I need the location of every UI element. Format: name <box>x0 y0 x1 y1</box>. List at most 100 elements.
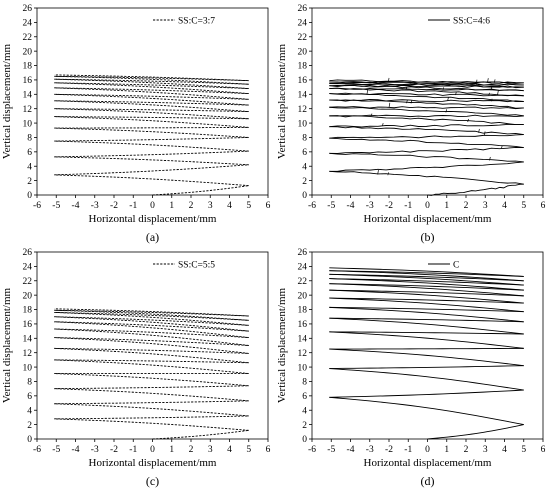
x-tick-label: -3 <box>91 201 99 211</box>
series-leg <box>329 126 524 136</box>
series-leg <box>329 306 524 313</box>
x-tick-label: 6 <box>266 445 271 455</box>
x-tick-label: -6 <box>308 445 316 455</box>
legend-label: SS:C=4:6 <box>453 17 490 27</box>
series-leg <box>54 359 249 364</box>
x-axis-label: Horizontal displacement/mm <box>364 213 492 225</box>
x-axis-label: Horizontal displacement/mm <box>89 457 217 469</box>
x-tick-label: -5 <box>327 445 335 455</box>
series-noise-spike <box>491 98 493 102</box>
series-leg <box>329 278 524 286</box>
series-leg <box>54 100 249 106</box>
y-tick-label: 18 <box>23 306 33 316</box>
x-tick-label: 4 <box>502 445 507 455</box>
x-tick-label: -5 <box>52 201 60 211</box>
series-noise-spike <box>455 91 457 96</box>
y-tick-label: 22 <box>298 33 308 43</box>
plot-frame <box>36 251 269 440</box>
x-tick-label: 6 <box>541 201 546 211</box>
x-tick-label: -1 <box>404 445 412 455</box>
series-leg <box>54 418 249 431</box>
panel-label: (a) <box>146 230 159 244</box>
legend-label: C <box>453 261 459 271</box>
series-leg <box>329 92 524 97</box>
series-leg <box>54 321 249 332</box>
series-leg <box>54 82 249 89</box>
series-leg <box>329 297 524 304</box>
x-tick-label: -1 <box>129 201 137 211</box>
x-tick-label: -6 <box>33 445 41 455</box>
x-tick-label: 0 <box>150 445 155 455</box>
y-tick-label: 20 <box>298 47 308 57</box>
x-tick-label: 2 <box>189 201 194 211</box>
y-tick-label: 0 <box>27 191 32 201</box>
series-leg <box>329 270 524 282</box>
x-tick-label: -3 <box>91 445 99 455</box>
y-tick-label: 6 <box>302 392 307 402</box>
series-leg <box>329 106 524 117</box>
x-tick-label: 0 <box>150 201 155 211</box>
y-axis-label: Vertical displacement/mm <box>1 287 13 403</box>
y-tick-label: 22 <box>298 277 308 287</box>
series-leg <box>54 328 249 339</box>
y-tick-label: 8 <box>302 134 307 144</box>
y-tick-label: 0 <box>27 435 32 445</box>
series-leg <box>54 347 249 354</box>
series-leg <box>54 321 249 339</box>
y-tick-label: 24 <box>298 263 308 273</box>
series-leg <box>54 309 249 321</box>
x-tick-label: -1 <box>129 445 137 455</box>
series-leg <box>329 99 524 109</box>
panel-b: -6 -5 -4 -3 -2 -1 0 1 2 3 4 5 6024681012141618202224… <box>276 4 546 244</box>
series-leg <box>54 87 249 100</box>
x-tick-label: 6 <box>541 445 546 455</box>
series-leg <box>54 403 249 417</box>
series-leg <box>329 270 524 277</box>
y-tick-label: 26 <box>298 248 308 258</box>
y-axis-label: Vertical displacement/mm <box>276 43 288 159</box>
series-leg <box>329 306 524 323</box>
x-tick-label: -2 <box>385 201 393 211</box>
series-leg <box>329 331 524 349</box>
series-leg <box>427 424 524 440</box>
x-tick-label: 2 <box>464 445 469 455</box>
series-noise-spike <box>382 123 384 127</box>
x-tick-label: 1 <box>169 445 174 455</box>
series-leg <box>54 126 249 129</box>
y-tick-label: 26 <box>298 4 308 14</box>
x-tick-label: -2 <box>110 445 118 455</box>
x-tick-label: -4 <box>347 445 355 455</box>
y-tick-label: 16 <box>298 76 308 86</box>
series-noise-spike <box>478 128 480 133</box>
y-tick-label: 14 <box>23 91 33 101</box>
series-leg <box>329 137 524 148</box>
x-tick-label: 5 <box>521 201 526 211</box>
y-tick-label: 8 <box>27 378 32 388</box>
series-noise-spike <box>447 97 449 102</box>
series-leg <box>54 337 249 346</box>
series-leg <box>54 415 249 420</box>
y-tick-label: 20 <box>23 291 33 301</box>
series-noise-spike <box>370 113 373 116</box>
x-tick-label: 2 <box>464 201 469 211</box>
x-tick-label: 1 <box>444 445 449 455</box>
x-tick-label: 3 <box>208 201 213 211</box>
y-tick-label: 4 <box>27 406 32 416</box>
x-tick-label: 5 <box>246 201 251 211</box>
series-noise-spike <box>410 100 413 104</box>
series-leg <box>54 373 249 387</box>
series-leg <box>54 164 249 176</box>
series-leg <box>54 385 249 390</box>
series-leg <box>329 289 524 304</box>
series-leg <box>54 347 249 364</box>
y-tick-label: 10 <box>23 363 33 373</box>
series-leg <box>54 140 249 152</box>
y-tick-label: 26 <box>23 248 33 258</box>
y-tick-label: 12 <box>298 349 308 359</box>
series-leg <box>54 308 249 317</box>
series-leg <box>329 79 524 84</box>
series-leg <box>329 348 524 367</box>
y-tick-label: 8 <box>302 378 307 388</box>
series-leg <box>54 174 249 187</box>
y-tick-label: 10 <box>298 363 308 373</box>
